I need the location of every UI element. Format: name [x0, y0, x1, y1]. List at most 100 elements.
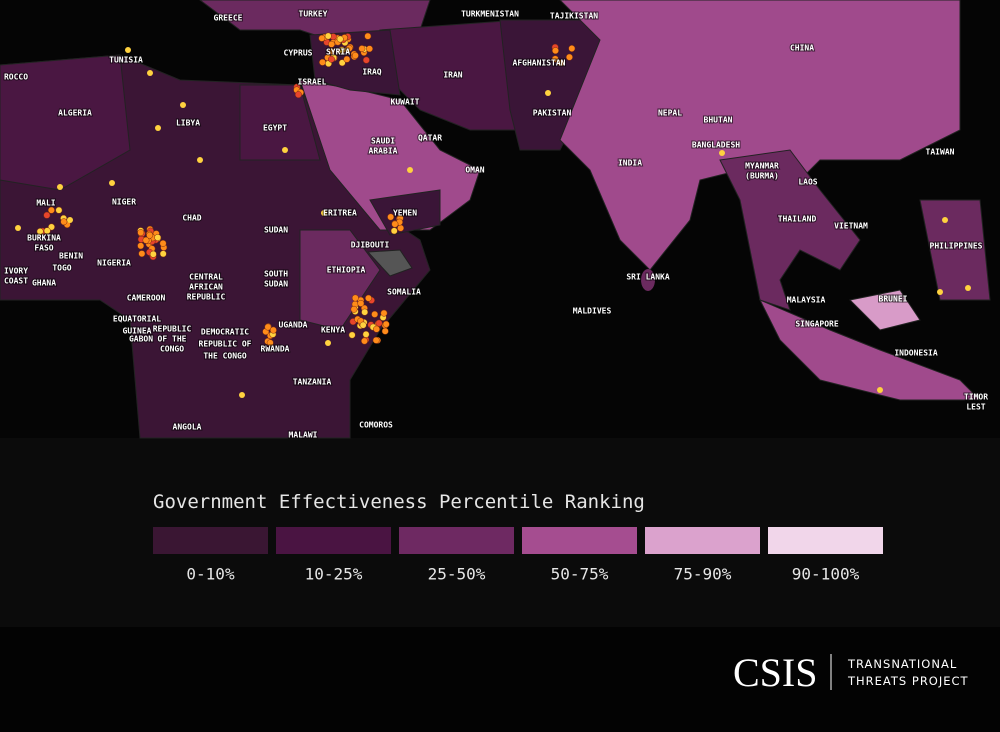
event-dot: [375, 319, 383, 327]
asia: [559, 0, 961, 271]
country-label: EQUATORIAL: [113, 315, 161, 324]
project-name: THREATS PROJECT: [847, 674, 969, 688]
event-dot: [149, 250, 157, 258]
country-label: CAMEROON: [127, 294, 166, 303]
country-labels: GREECE TURKEY TURKMENISTAN TAJIKISTAN CHINA T…: [3, 9, 989, 441]
country-label: KENYA: [321, 326, 345, 335]
event-dot: [67, 217, 73, 223]
country-label: MALAYSIA: [787, 296, 826, 305]
event-dot: [321, 210, 327, 216]
logo: CSIS: [733, 650, 818, 695]
country-label: SUDAN: [264, 280, 288, 289]
event-dot: [565, 53, 573, 61]
country-label: TIMOR: [964, 393, 988, 402]
event-dot: [391, 220, 399, 228]
country-label: THAILAND: [778, 215, 817, 224]
event-dot: [146, 231, 154, 239]
indonesia: [758, 299, 982, 401]
event-dot: [390, 227, 398, 235]
southeast-asia: [719, 149, 861, 311]
event-dot: [43, 211, 51, 219]
country-label: UGANDA: [279, 321, 308, 330]
legend: Government Effectiveness Percentile Rank…: [153, 491, 883, 584]
event-dot: [719, 150, 725, 156]
event-dot: [371, 310, 379, 318]
event-dot: [338, 59, 346, 67]
event-dot: [380, 309, 388, 317]
legend-label: 75-90%: [674, 565, 732, 584]
event-dot: [36, 228, 44, 235]
event-dot: [57, 184, 63, 190]
event-dot: [48, 223, 55, 231]
event-dot: [361, 308, 369, 316]
event-dot: [197, 157, 203, 163]
event-dot: [138, 250, 146, 258]
country-label: SOMALIA: [387, 288, 421, 297]
country-label: BENIN: [59, 252, 83, 261]
event-dot: [155, 125, 161, 131]
legend-swatch: [522, 527, 637, 554]
country-label: IVORY: [4, 267, 28, 276]
event-dot: [358, 45, 366, 53]
country-label: BRUNEI: [879, 295, 908, 304]
event-dot: [328, 40, 335, 48]
country-label: SRI LANKA: [626, 273, 670, 282]
country-label: CENTRAL: [189, 273, 223, 282]
event-dot: [382, 320, 390, 328]
event-dot: [362, 330, 370, 338]
event-dot: [318, 34, 326, 42]
country-label: LEST: [966, 403, 985, 412]
country-label: LAOS: [798, 178, 817, 187]
event-dot: [345, 44, 353, 52]
legend-swatch: [399, 527, 514, 554]
legend-swatch: [276, 527, 391, 554]
event-dot: [551, 55, 559, 63]
event-dot: [350, 305, 358, 313]
north-africa: [0, 54, 131, 191]
map: GREECE TURKEY TURKMENISTAN TAJIKISTAN CHINA T…: [0, 0, 991, 441]
footer: [0, 627, 1000, 732]
country-label: REPUBLIC OF: [199, 340, 252, 349]
country-label: NIGERIA: [97, 259, 131, 268]
event-dot: [364, 32, 372, 40]
project-name: TRANSNATIONAL: [847, 657, 957, 671]
country-label: REPUBLIC: [187, 293, 226, 302]
legend-label: 0-10%: [186, 565, 235, 584]
country-label: VIETNAM: [834, 222, 868, 231]
event-dot: [154, 234, 162, 242]
country-label: ANGOLA: [173, 423, 202, 432]
event-dot: [15, 225, 21, 231]
country-label: PHILIPPINES: [930, 242, 983, 251]
country-label: CYPRUS: [284, 49, 313, 58]
event-dot: [351, 294, 359, 302]
country-label: NIGER: [112, 198, 136, 207]
country-label: TUNISIA: [109, 56, 143, 65]
country-label: BURKINA: [27, 234, 61, 243]
country-label: NEPAL: [658, 109, 682, 118]
event-dot: [965, 285, 971, 291]
country-label: BHUTAN: [704, 116, 733, 125]
country-label: ARABIA: [369, 147, 398, 156]
country-label: PAKISTAN: [533, 109, 572, 118]
event-dot: [552, 47, 559, 55]
event-dot: [266, 339, 274, 347]
country-label: ISRAEL: [298, 78, 327, 87]
event-dot: [381, 327, 389, 335]
event-dot: [942, 217, 948, 223]
event-dot: [362, 56, 370, 64]
country-label: COMOROS: [359, 421, 393, 430]
country-label: ALGERIA: [58, 109, 92, 118]
country-label: TAIWAN: [926, 148, 955, 157]
sri-lanka: [641, 269, 655, 291]
country-label: DJIBOUTI: [351, 241, 390, 250]
country-label: AFRICAN: [189, 283, 223, 292]
country-label: SUDAN: [264, 226, 288, 235]
event-dot: [137, 229, 145, 237]
legend-swatch: [645, 527, 760, 554]
event-dot: [125, 47, 131, 53]
event-dot: [328, 55, 335, 63]
country-label: EGYPT: [263, 124, 287, 133]
country-label: TOGO: [52, 264, 71, 273]
country-label: SAUDI: [371, 137, 395, 146]
